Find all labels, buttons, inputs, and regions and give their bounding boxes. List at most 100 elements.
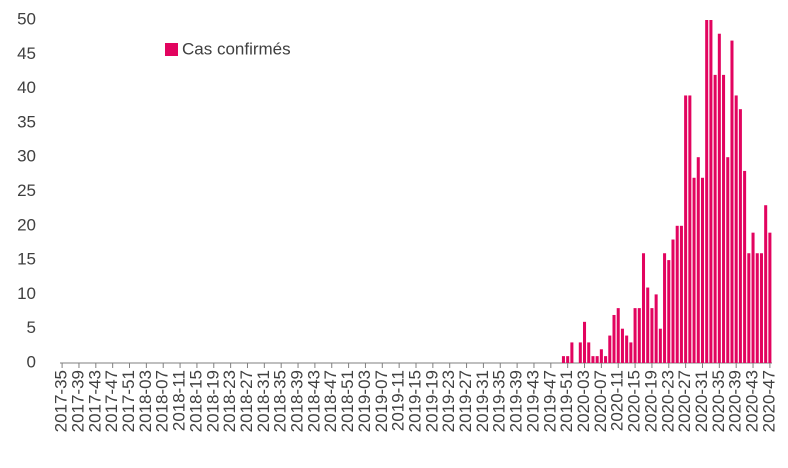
x-tick-label: 2019-35 xyxy=(490,370,509,432)
bar xyxy=(679,225,683,363)
x-tick-label: 2019-27 xyxy=(456,370,475,432)
y-tick-label: 10 xyxy=(17,284,36,303)
bar xyxy=(616,308,620,363)
bar xyxy=(583,321,587,363)
x-tick-label: 2018-47 xyxy=(321,370,340,432)
x-tick-label: 2017-51 xyxy=(119,370,138,432)
bar xyxy=(747,253,751,363)
bar xyxy=(768,232,772,363)
x-tick-label: 2020-19 xyxy=(641,370,660,432)
x-tick-label: 2020-03 xyxy=(574,370,593,432)
x-tick-label: 2019-31 xyxy=(473,370,492,432)
x-tick-label: 2019-47 xyxy=(540,370,559,432)
bar xyxy=(599,349,603,363)
bar xyxy=(591,356,595,363)
x-tick-label: 2018-03 xyxy=(136,370,155,432)
bar xyxy=(629,342,633,363)
bar xyxy=(608,335,612,363)
bar xyxy=(612,314,616,363)
bar xyxy=(671,239,675,363)
x-tick-label: 2019-03 xyxy=(355,370,374,432)
y-tick-label: 5 xyxy=(27,318,36,337)
x-tick-label: 2018-51 xyxy=(338,370,357,432)
y-tick-label: 40 xyxy=(17,78,36,97)
x-tick-label: 2017-39 xyxy=(68,370,87,432)
bar xyxy=(641,253,646,363)
x-tick-label: 2018-27 xyxy=(237,370,256,432)
bar xyxy=(620,328,624,363)
x-tick-label: 2020-23 xyxy=(658,370,677,432)
y-tick-label: 45 xyxy=(17,44,36,63)
bar xyxy=(566,356,570,363)
y-tick-label: 0 xyxy=(27,352,36,371)
bar xyxy=(684,95,688,364)
bar xyxy=(625,335,629,363)
bar xyxy=(759,253,763,363)
x-tick-label: 2019-39 xyxy=(507,370,526,432)
bar xyxy=(743,170,747,363)
bar xyxy=(570,342,574,363)
y-tick-label: 35 xyxy=(17,112,36,131)
x-tick-label: 2019-07 xyxy=(372,370,391,432)
x-tick-label: 2017-47 xyxy=(102,370,121,432)
x-tick-label: 2017-35 xyxy=(52,370,71,432)
x-tick-label: 2018-19 xyxy=(203,370,222,432)
bar xyxy=(561,356,565,363)
bar xyxy=(650,308,654,363)
y-tick-label: 25 xyxy=(17,181,36,200)
bar xyxy=(705,20,709,363)
bar xyxy=(700,177,705,363)
bar xyxy=(658,328,662,363)
x-tick-label: 2018-07 xyxy=(153,370,172,432)
x-tick-label: 2018-15 xyxy=(186,370,205,432)
bar xyxy=(726,157,730,363)
bar xyxy=(696,157,700,363)
bar xyxy=(688,95,692,364)
x-tick-label: 2018-39 xyxy=(288,370,307,432)
bar xyxy=(738,109,742,364)
bar xyxy=(604,356,608,363)
x-tick-label: 2020-15 xyxy=(625,370,644,432)
bar xyxy=(637,308,641,363)
y-tick-label: 20 xyxy=(17,215,36,234)
x-tick-label: 2020-39 xyxy=(726,370,745,432)
x-tick-label: 2018-11 xyxy=(170,370,189,431)
bar xyxy=(578,342,582,363)
x-tick-label: 2020-31 xyxy=(692,370,711,432)
bar xyxy=(692,177,696,363)
x-tick-label: 2020-27 xyxy=(675,370,694,432)
bar xyxy=(663,253,667,363)
bar xyxy=(633,308,637,363)
bar xyxy=(713,74,717,363)
x-tick-label: 2020-07 xyxy=(591,370,610,432)
bar xyxy=(730,40,734,363)
x-tick-label: 2019-15 xyxy=(405,370,424,432)
x-tick-label: 2017-43 xyxy=(85,370,104,432)
y-tick-label: 50 xyxy=(17,9,36,28)
x-tick-label: 2019-19 xyxy=(422,370,441,432)
bar xyxy=(709,20,713,363)
x-tick-label: 2019-23 xyxy=(439,370,458,432)
x-tick-label: 2018-35 xyxy=(271,370,290,432)
bar xyxy=(717,33,721,363)
bar xyxy=(722,74,726,363)
x-tick-label: 2020-47 xyxy=(759,370,778,432)
x-tick-label: 2019-51 xyxy=(557,370,576,432)
y-tick-label: 30 xyxy=(17,147,36,166)
bar xyxy=(675,225,679,363)
legend-label: Cas confirmés xyxy=(182,39,291,58)
legend-swatch xyxy=(165,43,178,56)
x-tick-label: 2018-31 xyxy=(254,370,273,432)
x-tick-label: 2020-43 xyxy=(743,370,762,432)
x-tick-label: 2019-43 xyxy=(523,370,542,432)
y-tick-label: 15 xyxy=(17,250,36,269)
bar xyxy=(587,342,591,363)
x-tick-label: 2018-23 xyxy=(220,370,239,432)
bar xyxy=(755,253,759,363)
bar xyxy=(595,356,599,363)
bar xyxy=(654,294,658,363)
x-tick-label: 2020-11 xyxy=(608,370,627,431)
x-tick-label: 2020-35 xyxy=(709,370,728,432)
